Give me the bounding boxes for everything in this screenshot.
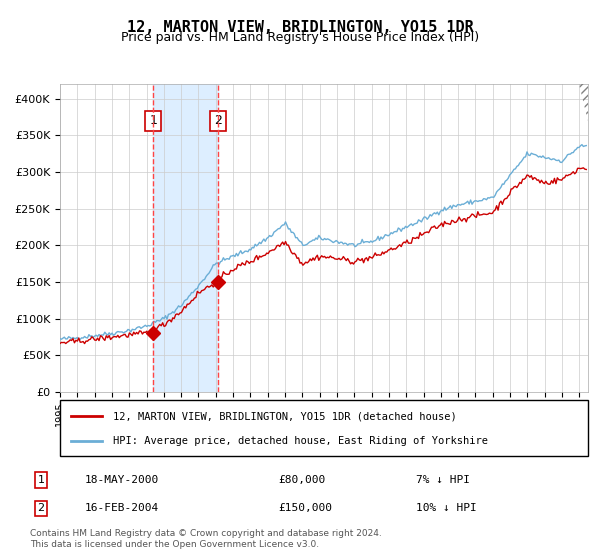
Text: Price paid vs. HM Land Registry's House Price Index (HPI): Price paid vs. HM Land Registry's House … — [121, 31, 479, 44]
Text: £80,000: £80,000 — [278, 475, 326, 485]
Text: 12, MARTON VIEW, BRIDLINGTON, YO15 1DR: 12, MARTON VIEW, BRIDLINGTON, YO15 1DR — [127, 20, 473, 35]
Text: Contains HM Land Registry data © Crown copyright and database right 2024.
This d: Contains HM Land Registry data © Crown c… — [30, 529, 382, 549]
Text: 10% ↓ HPI: 10% ↓ HPI — [416, 503, 477, 514]
Text: 7% ↓ HPI: 7% ↓ HPI — [416, 475, 470, 485]
Text: 16-FEB-2004: 16-FEB-2004 — [85, 503, 160, 514]
Text: £150,000: £150,000 — [278, 503, 332, 514]
Text: 2: 2 — [214, 114, 222, 128]
Text: 2: 2 — [37, 503, 44, 514]
Text: 12, MARTON VIEW, BRIDLINGTON, YO15 1DR (detached house): 12, MARTON VIEW, BRIDLINGTON, YO15 1DR (… — [113, 411, 457, 421]
FancyBboxPatch shape — [60, 400, 588, 456]
Text: 1: 1 — [149, 114, 157, 128]
Text: 18-MAY-2000: 18-MAY-2000 — [85, 475, 160, 485]
Text: HPI: Average price, detached house, East Riding of Yorkshire: HPI: Average price, detached house, East… — [113, 436, 488, 446]
Text: 1: 1 — [38, 475, 44, 485]
Bar — [153, 84, 218, 392]
